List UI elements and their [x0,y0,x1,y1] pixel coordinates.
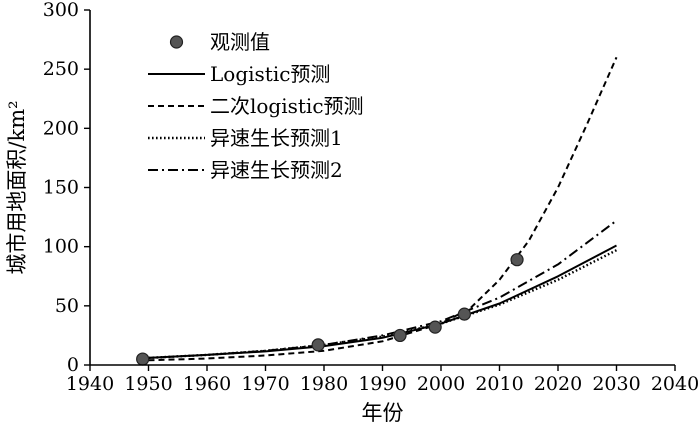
x-tick-label: 1960 [183,373,231,395]
legend-label-1: Logistic预测 [210,62,330,86]
x-tick-label: 1950 [124,373,172,395]
y-tick-label: 150 [43,177,79,199]
y-tick-label: 100 [43,236,79,258]
observed-point [457,307,471,321]
series-line-4 [148,219,618,359]
observed-point [510,253,524,267]
y-tick-label: 50 [55,295,79,317]
x-tick-label: 1980 [300,373,348,395]
y-tick-label: 250 [43,58,79,80]
x-tick-label: 2010 [475,373,523,395]
observed-point [393,328,407,343]
series-line-2 [148,56,618,362]
legend-label-2: 二次logistic预测 [210,94,364,118]
x-tick-label: 2020 [534,373,582,395]
y-tick-label: 200 [43,117,79,139]
observed-point [311,338,325,352]
y-tick-label: 0 [67,354,79,376]
legend-label-0: 观测值 [210,30,270,54]
legend-label-4: 异速生长预测2 [210,158,343,182]
axes [89,10,675,366]
x-axis-title: 年份 [362,401,404,425]
observed-points-layer [136,253,524,366]
x-tick-label: 1970 [241,373,289,395]
y-tick-label: 300 [43,0,79,21]
x-tick-label: 2000 [417,373,465,395]
x-tick-label: 1990 [358,373,406,395]
series-layer [148,56,618,362]
x-ticks: 1940 1950 1960 1970 1980 1990 2000 2010 2020 2030… [66,365,699,395]
x-tick-label: 2040 [651,373,699,395]
x-tick-label: 2030 [592,373,640,395]
legend-label-3: 异速生长预测1 [210,126,343,150]
y-axis-title: 城市用地面积/km² [5,100,29,274]
observed-point [136,352,150,366]
y-ticks: 0 50 100 150 200 250 300 [43,0,90,376]
legend-marker-observed [169,35,184,49]
series-line-1 [148,244,617,359]
observed-point [428,320,442,334]
x-tick-label: 1940 [66,373,114,395]
